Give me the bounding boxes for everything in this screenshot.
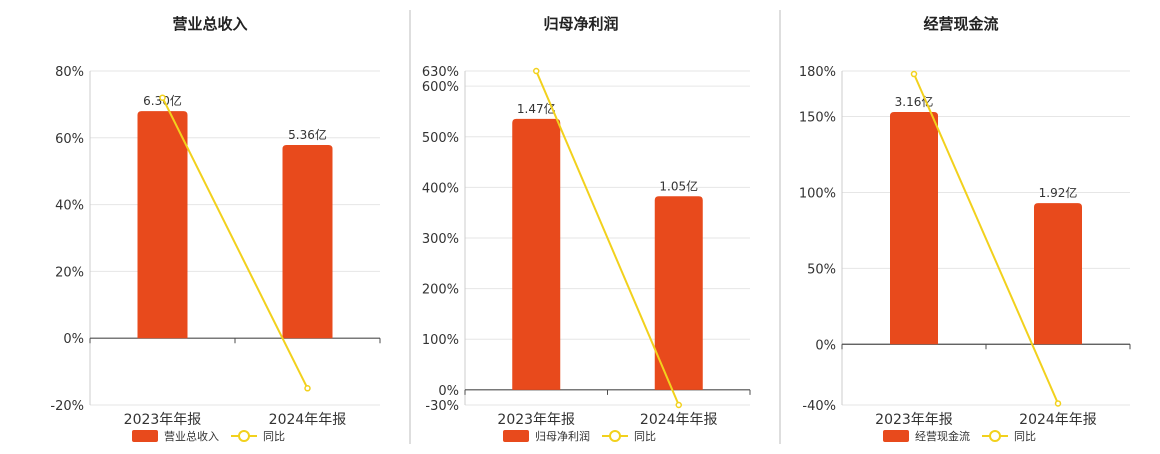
legend-swatch-bar [883, 430, 909, 442]
y-tick-label: 50% [807, 262, 836, 277]
yoy-point [304, 385, 311, 392]
y-tick-label: 20% [55, 265, 84, 280]
yoy-point [159, 94, 166, 101]
legend-swatch-marker [238, 430, 250, 442]
y-tick-label: 400% [422, 181, 459, 196]
y-tick-label: 0% [63, 332, 84, 347]
legend-label-bar: 营业总收入 [164, 429, 219, 443]
legend-swatch-bar [132, 430, 158, 442]
yoy-line [161, 97, 309, 389]
bar [1034, 203, 1082, 345]
x-category-label: 2024年年报 [640, 412, 718, 428]
y-tick-label: 500% [422, 131, 459, 146]
y-tick-label: 0% [438, 384, 459, 399]
legend-label-line: 同比 [634, 430, 656, 443]
yoy-point [910, 70, 918, 78]
y-tick-label: 60% [55, 132, 84, 147]
chart-title: 营业总收入 [172, 15, 247, 33]
x-category-label: 2023年年报 [124, 412, 202, 428]
y-tick-label: 630% [422, 65, 459, 80]
bar-value-label: 1.47亿 [517, 101, 556, 116]
y-tick-label: 300% [422, 232, 459, 247]
bar-value-label: 1.92亿 [1039, 185, 1078, 200]
y-tick-label: 600% [422, 80, 459, 95]
chart-title: 归母净利润 [543, 15, 618, 33]
x-category-label: 2023年年报 [875, 412, 953, 428]
bar-value-label: 1.05亿 [659, 178, 698, 193]
yoy-point [675, 401, 682, 409]
legend-swatch-marker [989, 430, 1001, 442]
bar-value-label: 5.36亿 [288, 127, 327, 142]
y-tick-label: 100% [799, 186, 836, 201]
yoy-point [1054, 400, 1062, 407]
legend-swatch-bar [503, 430, 529, 442]
legend-swatch-marker [609, 430, 621, 442]
yoy-line [535, 70, 680, 406]
y-tick-label: -40% [802, 399, 836, 414]
yoy-point [533, 67, 540, 75]
bar [137, 111, 188, 339]
y-tick-label: 100% [422, 333, 459, 348]
bar [282, 144, 333, 339]
y-tick-label: 200% [422, 283, 459, 298]
x-category-label: 2024年年报 [1019, 412, 1097, 428]
y-tick-label: 80% [55, 65, 84, 80]
legend-label-bar: 经营现金流 [915, 429, 970, 443]
chart-title: 经营现金流 [923, 15, 998, 33]
bar [654, 196, 703, 390]
x-category-label: 2024年年报 [269, 412, 347, 428]
bar [512, 118, 561, 390]
legend-label-line: 同比 [1014, 430, 1036, 443]
y-tick-label: 180% [799, 65, 836, 80]
y-tick-label: 40% [55, 199, 84, 214]
y-tick-label: 150% [799, 111, 836, 126]
x-category-label: 2023年年报 [497, 412, 575, 428]
yoy-line [913, 73, 1059, 404]
y-tick-label: -30% [425, 399, 459, 414]
bar [890, 111, 938, 345]
y-tick-label: -20% [50, 399, 84, 414]
legend-label-line: 同比 [263, 430, 285, 443]
legend-label-bar: 归母净利润 [535, 429, 590, 443]
y-tick-label: 0% [815, 338, 836, 353]
